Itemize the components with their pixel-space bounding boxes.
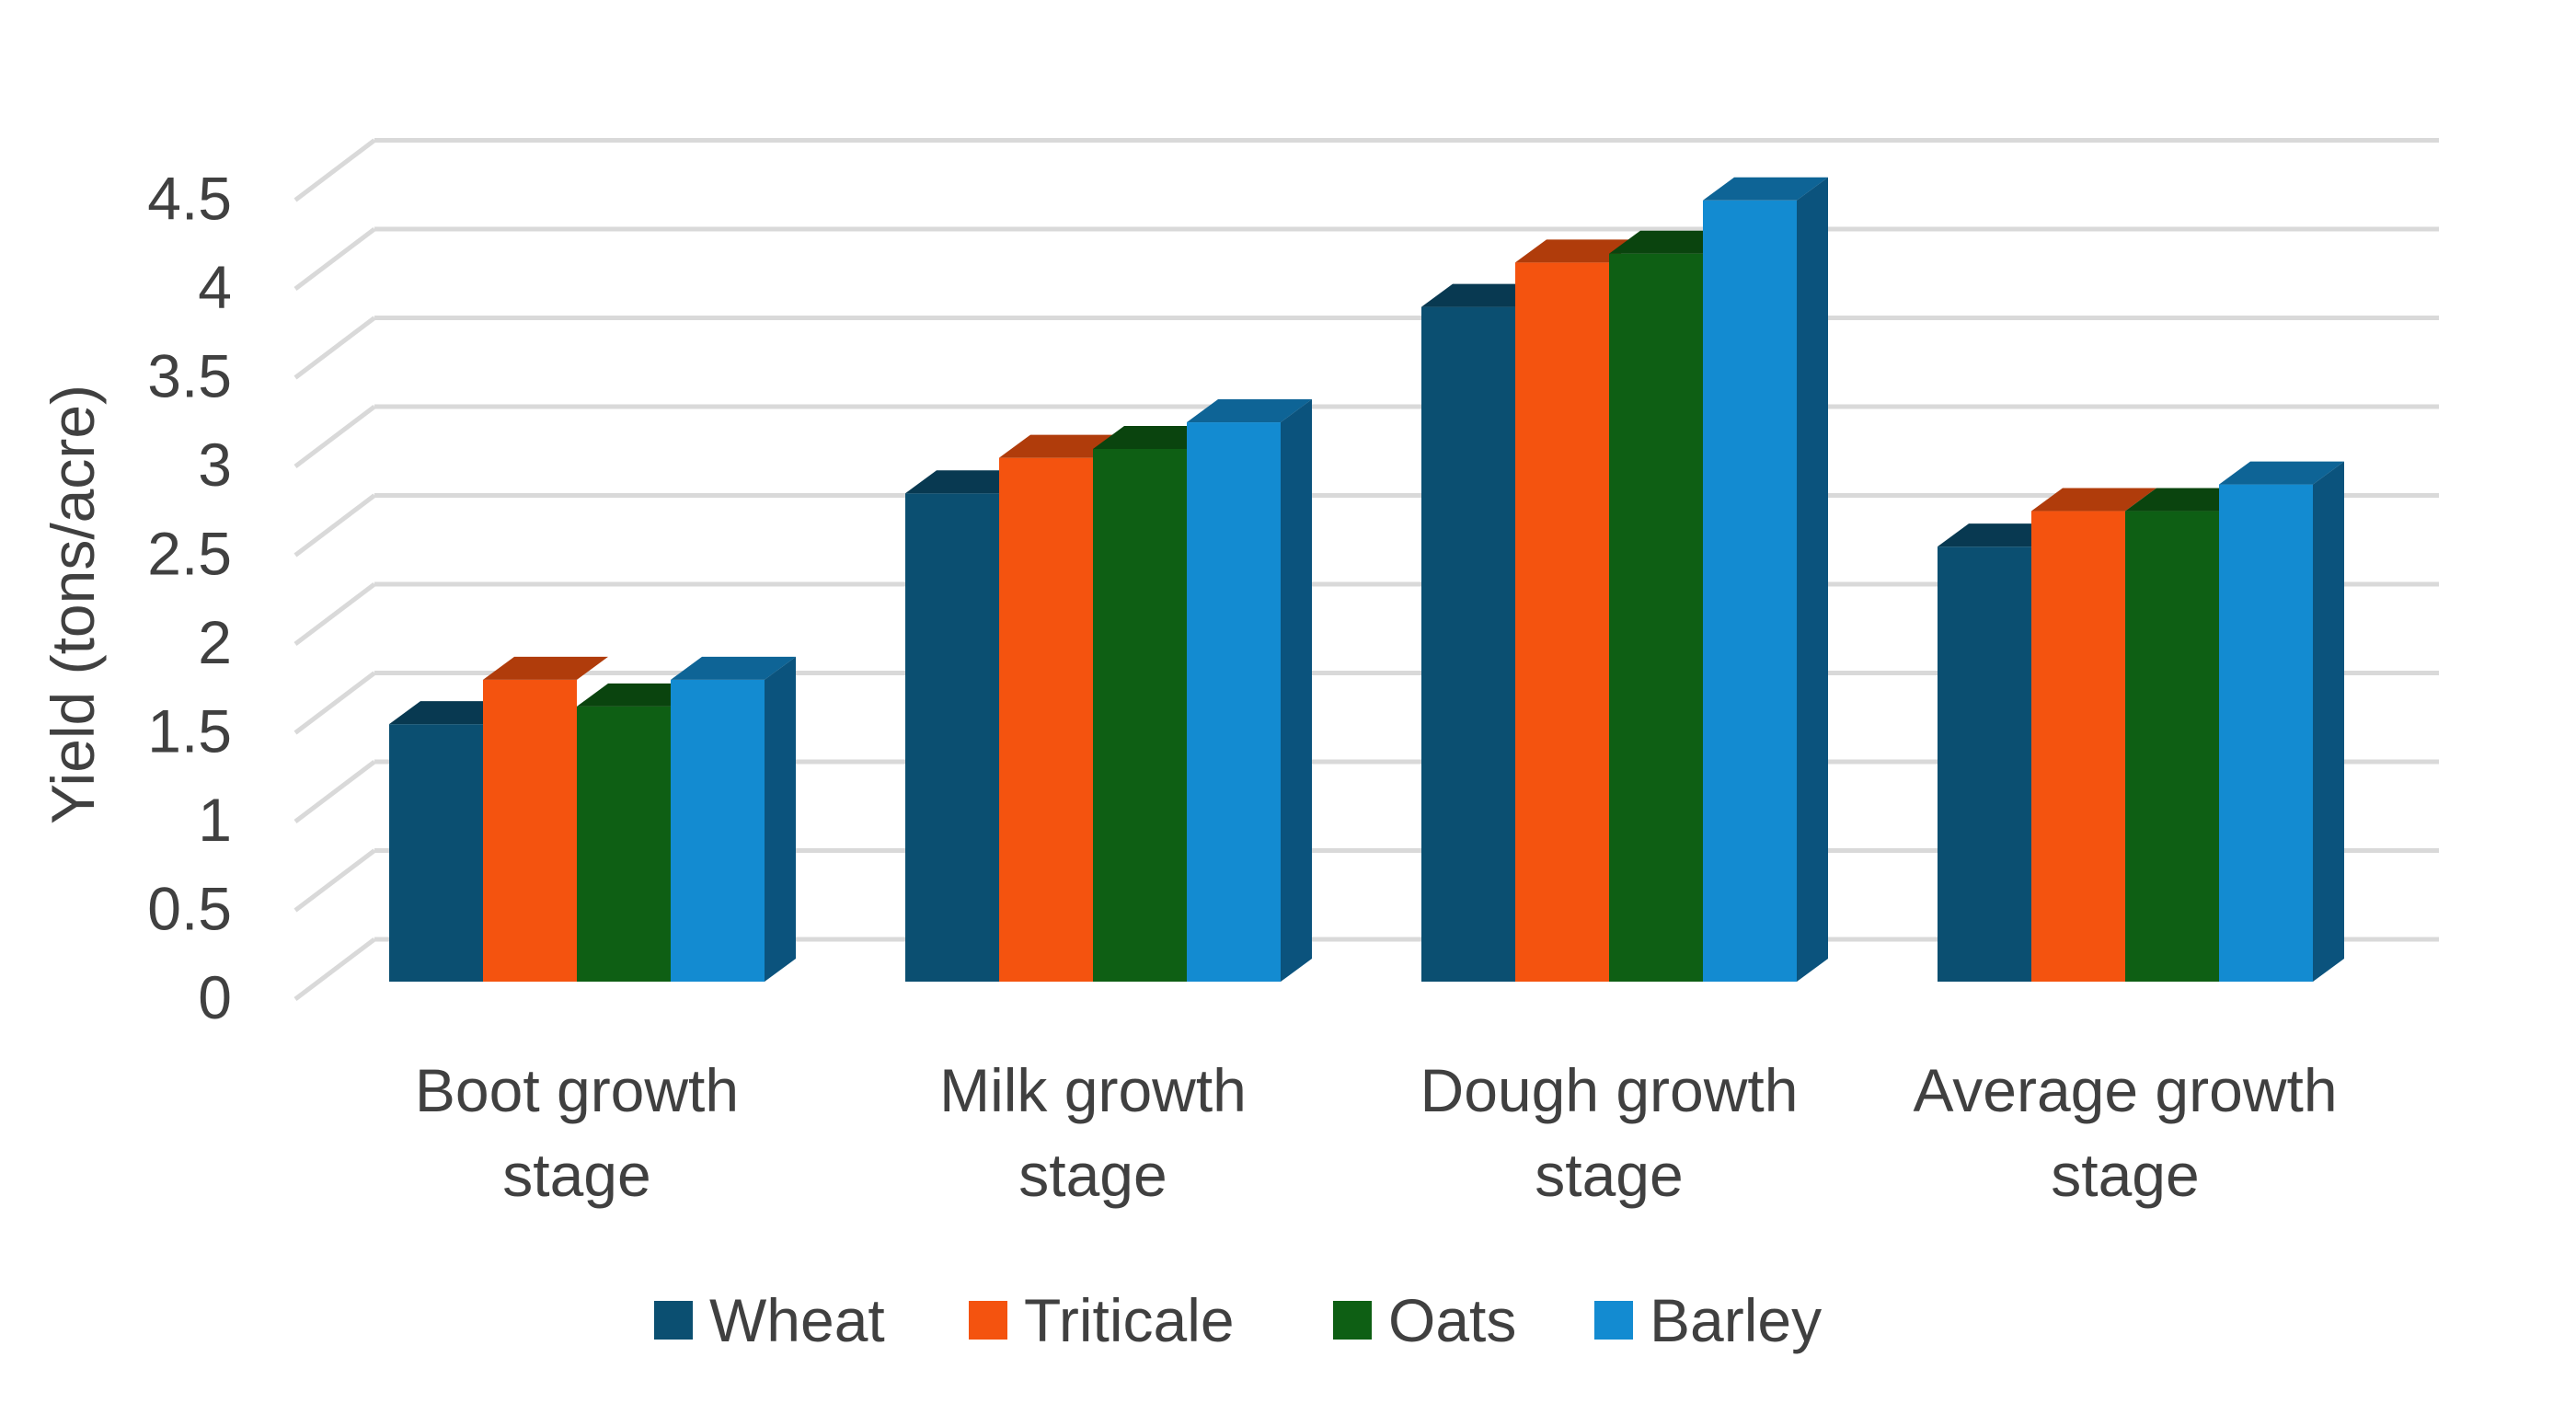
x-category-label: Dough growth <box>1420 1056 1799 1124</box>
bar-barley <box>671 656 796 982</box>
bar-oats <box>2125 488 2250 982</box>
x-category-label: stage <box>502 1141 650 1209</box>
bar-top <box>671 656 796 680</box>
gridline-side <box>293 671 376 735</box>
y-axis-ticks: 0 0.5 1 1.5 2 2.5 3 3.5 4 4.5 <box>147 165 232 1032</box>
x-category-label: stage <box>1018 1141 1167 1209</box>
bar-triticale <box>2031 488 2156 982</box>
gridline-side <box>293 227 376 291</box>
bar-front <box>905 493 999 982</box>
gridline-side <box>293 316 376 380</box>
legend-label: Barley <box>1650 1286 1822 1354</box>
y-axis-label: Yield (tons/acre) <box>39 385 107 824</box>
y-tick-label: 0 <box>198 963 232 1031</box>
legend-swatch <box>1333 1301 1372 1340</box>
bar-front <box>1515 262 1609 983</box>
bar-barley <box>1187 399 1312 982</box>
bar-oats <box>577 683 702 982</box>
legend-item-oats: Oats <box>1333 1286 1516 1354</box>
legend-swatch <box>1594 1301 1633 1340</box>
x-axis-labels: Boot growth stage Milk growth stage Dough gr… <box>415 1056 2338 1209</box>
bar-front <box>1421 306 1515 983</box>
legend-label: Oats <box>1388 1286 1516 1354</box>
y-tick-label: 0.5 <box>147 875 232 943</box>
legend-swatch <box>969 1301 1007 1340</box>
bar-top <box>483 656 608 680</box>
bar-side <box>1797 177 1828 983</box>
y-tick-label: 3.5 <box>147 342 232 410</box>
bar-top <box>1187 399 1312 423</box>
y-tick-label: 1.5 <box>147 697 232 765</box>
bar-top <box>2031 488 2156 512</box>
bar-front <box>2219 484 2313 982</box>
bar-oats <box>1093 426 1218 982</box>
bar-front <box>671 679 765 982</box>
bar-oats <box>1609 230 1734 982</box>
y-tick-label: 1 <box>198 786 232 854</box>
y-tick-label: 2 <box>198 608 232 676</box>
bars <box>389 177 2344 983</box>
x-category-label: Boot growth <box>415 1056 739 1124</box>
bar-front <box>999 457 1093 982</box>
bar-top <box>2219 461 2344 485</box>
gridline-side <box>293 760 376 823</box>
legend: Wheat Triticale Oats Barley <box>654 1286 1822 1354</box>
y-tick-label: 3 <box>198 431 232 499</box>
bar-front <box>2125 511 2219 982</box>
bar-top <box>1703 177 1828 201</box>
bar-side <box>2313 461 2344 983</box>
bar-barley <box>2219 461 2344 983</box>
legend-item-barley: Barley <box>1594 1286 1822 1354</box>
bar-front <box>483 679 577 982</box>
bar-front <box>1703 200 1797 983</box>
bar-front <box>1093 449 1187 982</box>
bar-front <box>1609 253 1703 982</box>
bar-barley <box>1703 177 1828 983</box>
gridline-side <box>293 582 376 646</box>
gridline-side <box>293 937 376 1001</box>
bar-wheat <box>1421 283 1547 983</box>
gridline-side <box>293 493 376 558</box>
bar-front <box>577 706 671 982</box>
legend-label: Wheat <box>709 1286 885 1354</box>
bar-triticale <box>483 656 608 982</box>
bar-front <box>2031 511 2125 982</box>
bar-triticale <box>1515 239 1640 983</box>
bar-side <box>765 656 796 982</box>
gridline-side <box>293 405 376 468</box>
bar-front <box>1938 546 2031 982</box>
y-tick-label: 4.5 <box>147 165 232 233</box>
legend-item-wheat: Wheat <box>654 1286 885 1354</box>
y-tick-label: 4 <box>198 253 232 321</box>
bar-front <box>389 724 483 982</box>
gridline-side <box>293 138 376 202</box>
gridline-side <box>293 848 376 913</box>
x-category-label: stage <box>2051 1141 2199 1209</box>
bar-wheat <box>1938 523 2063 982</box>
bar-front <box>1187 422 1281 982</box>
x-category-label: Milk growth <box>939 1056 1247 1124</box>
legend-label: Triticale <box>1024 1286 1235 1354</box>
x-category-label: Average growth <box>1913 1056 2337 1124</box>
bar-wheat <box>905 470 1030 982</box>
legend-swatch <box>654 1301 693 1340</box>
bar-side <box>1281 399 1312 982</box>
x-category-label: stage <box>1535 1141 1683 1209</box>
y-tick-label: 2.5 <box>147 520 232 588</box>
legend-item-triticale: Triticale <box>969 1286 1235 1354</box>
